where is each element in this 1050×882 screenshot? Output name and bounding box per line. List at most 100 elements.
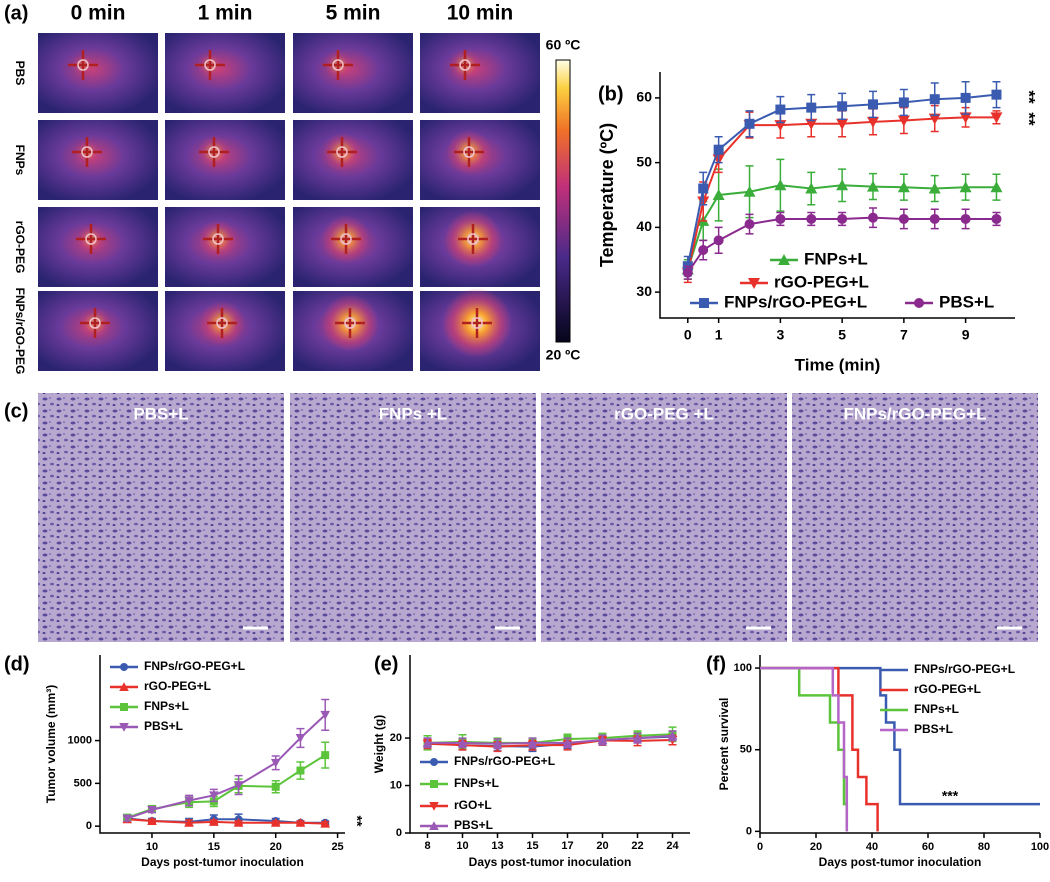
marker [296,766,305,775]
crosshair-ring [212,233,224,245]
legend-label: FNPs/rGO-PEG+L [144,659,245,673]
image-title: FNPs/rGO-PEG+L [843,404,986,423]
marker [990,181,1003,193]
marker [492,738,503,748]
marker [806,102,817,113]
marker [991,89,1002,100]
marker [430,780,438,788]
legend-label: FNPs+L [804,249,868,268]
crosshair-ring [459,59,471,71]
marker [744,118,755,129]
panel-label: (e) [374,653,398,675]
marker [429,802,439,811]
crosshair [450,50,480,80]
y-tick-label: 0 [86,820,92,832]
marker [233,781,244,790]
series-line [686,116,997,273]
marker [898,97,909,108]
series-line [760,666,1040,806]
legend-label: rGO+L [454,798,492,812]
marker [805,118,818,130]
axis-line [759,655,1040,834]
x-tick-label: 1 [715,327,723,343]
colorbar [555,59,571,343]
x-tick-label: 22 [631,840,643,852]
marker [698,245,709,256]
panel-label: (a) [4,2,28,24]
marker [712,189,725,200]
marker [457,738,468,747]
marker [991,213,1002,224]
column-title: 10 min [447,2,514,25]
x-tick-label: 80 [978,841,990,853]
thermal-image [420,33,540,113]
marker [122,814,133,824]
marker [929,213,940,224]
y-tick-label: 40 [636,218,652,234]
legend-label: FNPs/rGO-PEG+L [454,754,555,768]
marker [990,112,1003,124]
crosshair [454,137,484,167]
y-tick-label: 0 [396,827,402,839]
legend-label: rGO-PEG+L [914,682,981,696]
marker [184,796,194,806]
marker [632,733,643,743]
x-tick-label: 0 [684,327,692,343]
marker [960,92,971,103]
marker [320,710,331,720]
crosshair-ring [471,317,483,329]
crosshair [335,308,365,338]
column-title: 0 min [71,2,126,25]
colorbar-min: 20 ºC [546,347,581,363]
marker [929,94,940,105]
x-tick-label: 25 [331,841,343,853]
marker [775,213,786,224]
marker [699,298,709,308]
histology-image [38,393,284,642]
column-title: 5 min [326,2,381,25]
marker [320,818,331,828]
y-axis-label: Percent survival [717,698,731,791]
legend-label: PBS+L [914,722,953,736]
marker [928,113,941,125]
y-axis-label: Weight (g) [372,715,386,773]
marker [209,817,219,826]
annotation: *** [942,788,959,804]
legend-label: PBS+L [939,292,994,311]
thermal-image [293,33,413,113]
marker [960,213,971,224]
crosshair [80,308,110,338]
x-axis-label: Days post-tumor inoculation [819,855,982,869]
marker [295,734,306,743]
y-axis-label: Temperature (ºC) [597,123,617,267]
crosshair-ring [332,59,344,71]
crosshair [195,50,225,80]
x-axis-label: Days post-tumor inoculation [141,855,304,869]
marker [778,254,790,265]
x-tick-label: 20 [270,841,282,853]
annotation: ** [1020,112,1039,126]
marker [295,817,306,827]
x-tick-label: 17 [561,840,573,852]
marker [743,185,756,197]
marker [429,821,439,830]
x-tick-label: 60 [922,841,934,853]
marker [748,278,760,289]
marker [667,730,678,740]
legend-label: PBS+L [454,818,493,832]
marker [562,738,573,747]
x-tick-label: 7 [900,327,908,343]
marker [868,212,878,223]
legend-label: PBS+L [144,719,183,733]
x-tick-label: 20 [810,841,822,853]
crosshair-ring [208,146,220,158]
marker [119,723,129,732]
histology-image [541,393,787,642]
y-tick-label: 50 [740,744,752,756]
legend-label: rGO-PEG+L [144,679,211,693]
row-title: rGO-PEG [13,221,27,274]
crosshair [207,308,237,338]
series-line [760,666,849,832]
x-tick-label: 5 [838,327,846,343]
axis-line [659,72,1015,319]
